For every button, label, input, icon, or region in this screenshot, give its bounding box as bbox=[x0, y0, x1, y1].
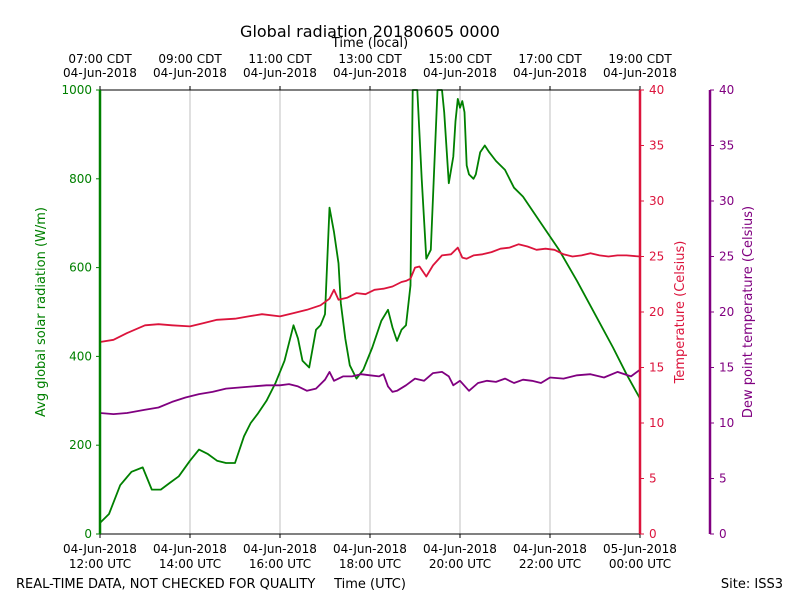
temperature-tick-label: 10 bbox=[649, 416, 664, 430]
left-tick-label: 400 bbox=[69, 349, 92, 363]
y-axis-label-dewpoint: Dew point temperature (Celsius) bbox=[741, 206, 756, 418]
top-tick-label-date: 04-Jun-2018 bbox=[333, 66, 407, 80]
left-tick-label: 1000 bbox=[61, 83, 92, 97]
x-tick-label-time: 20:00 UTC bbox=[429, 557, 491, 571]
x-tick-label-date: 04-Jun-2018 bbox=[333, 542, 407, 556]
temperature-tick-label: 25 bbox=[649, 250, 664, 264]
temperature-line bbox=[99, 243, 641, 343]
y-axis-label-temperature: Temperature (Celsius) bbox=[673, 241, 688, 385]
x-axis-label: Time (UTC) bbox=[333, 577, 406, 592]
top-tick-label-date: 04-Jun-2018 bbox=[423, 66, 497, 80]
temperature-tick-label: 20 bbox=[649, 305, 664, 319]
top-tick-label-date: 04-Jun-2018 bbox=[153, 66, 227, 80]
dewpoint-tick-label: 5 bbox=[719, 472, 727, 486]
dewpoint-tick-label: 0 bbox=[719, 527, 727, 541]
x-tick-label-date: 04-Jun-2018 bbox=[63, 542, 137, 556]
footer-quality-note: REAL-TIME DATA, NOT CHECKED FOR QUALITY bbox=[16, 577, 315, 592]
top-tick-label-time: 13:00 CDT bbox=[338, 52, 402, 66]
temperature-tick-label: 40 bbox=[649, 83, 664, 97]
top-tick-label-time: 11:00 CDT bbox=[248, 52, 312, 66]
temperature-tick-label: 0 bbox=[649, 527, 657, 541]
x-tick-label-date: 04-Jun-2018 bbox=[243, 542, 317, 556]
x-tick-label-time: 16:00 UTC bbox=[249, 557, 311, 571]
top-tick-label-date: 04-Jun-2018 bbox=[63, 66, 137, 80]
top-tick-label-date: 04-Jun-2018 bbox=[513, 66, 587, 80]
top-axis-label: Time (local) bbox=[331, 36, 408, 51]
dewpoint-tick-label: 30 bbox=[719, 194, 734, 208]
y-axis-label-radiation: Avg global solar radiation (W/m) bbox=[34, 207, 49, 417]
temperature-tick-label: 30 bbox=[649, 194, 664, 208]
x-tick-label-time: 00:00 UTC bbox=[609, 557, 671, 571]
top-tick-label-time: 17:00 CDT bbox=[518, 52, 582, 66]
vertical-grid bbox=[189, 90, 551, 534]
temperature-tick-label: 35 bbox=[649, 139, 664, 153]
temperature-tick-label: 5 bbox=[649, 472, 657, 486]
x-tick-label-time: 18:00 UTC bbox=[339, 557, 401, 571]
dewpoint-tick-label: 15 bbox=[719, 361, 734, 375]
dewpoint-tick-label: 40 bbox=[719, 83, 734, 97]
dewpoint-tick-label: 35 bbox=[719, 139, 734, 153]
left-tick-label: 200 bbox=[69, 438, 92, 452]
x-tick-label-date: 05-Jun-2018 bbox=[603, 542, 677, 556]
left-tick-label: 800 bbox=[69, 172, 92, 186]
left-tick-label: 600 bbox=[69, 261, 92, 275]
x-tick-label-time: 14:00 UTC bbox=[159, 557, 221, 571]
global-radiation-line bbox=[99, 89, 641, 524]
x-tick-label-date: 04-Jun-2018 bbox=[423, 542, 497, 556]
left-tick-label: 0 bbox=[84, 527, 92, 541]
dew-point-temperature-line bbox=[99, 368, 641, 416]
x-tick-label-date: 04-Jun-2018 bbox=[153, 542, 227, 556]
dewpoint-tick-label: 10 bbox=[719, 416, 734, 430]
top-tick-label-date: 04-Jun-2018 bbox=[603, 66, 677, 80]
dewpoint-tick-label: 20 bbox=[719, 305, 734, 319]
footer-site-label: Site: ISS3 bbox=[721, 577, 783, 592]
top-tick-label-time: 19:00 CDT bbox=[608, 52, 672, 66]
x-tick-label-time: 12:00 UTC bbox=[69, 557, 131, 571]
temperature-tick-label: 15 bbox=[649, 361, 664, 375]
dewpoint-tick-label: 25 bbox=[719, 250, 734, 264]
top-tick-label-time: 09:00 CDT bbox=[158, 52, 222, 66]
axes bbox=[96, 86, 714, 538]
series-layer bbox=[99, 89, 641, 524]
top-tick-label-time: 07:00 CDT bbox=[68, 52, 132, 66]
top-tick-label-time: 15:00 CDT bbox=[428, 52, 492, 66]
top-tick-label-date: 04-Jun-2018 bbox=[243, 66, 317, 80]
x-tick-label-time: 22:00 UTC bbox=[519, 557, 581, 571]
x-tick-label-date: 04-Jun-2018 bbox=[513, 542, 587, 556]
chart-title: Global radiation 20180605 0000 bbox=[240, 22, 500, 41]
